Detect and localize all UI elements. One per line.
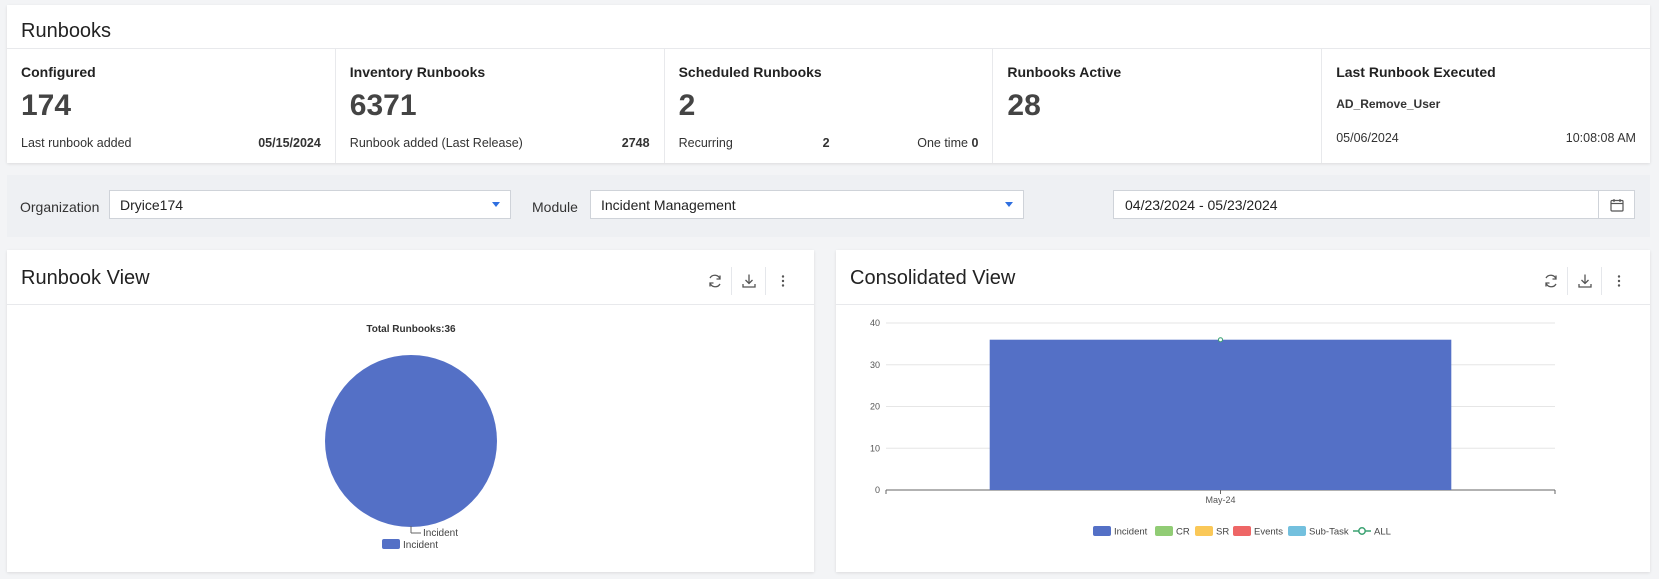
pie-title: Total Runbooks:36 [366, 324, 456, 335]
stat-configured: Configured 174 Last runbook added 05/15/… [7, 49, 336, 163]
pie-slice-label: Incident [423, 528, 458, 539]
stat-label: Runbooks Active [1007, 64, 1122, 80]
module-label: Module [532, 199, 578, 215]
panel-toolbar [698, 267, 800, 295]
legend-swatch-incident[interactable] [1093, 526, 1111, 536]
date-range-value: 04/23/2024 - 05/23/2024 [1125, 197, 1278, 213]
caret-down-icon [492, 202, 500, 207]
last-runbook-time: 10:08:08 AM [1565, 131, 1636, 145]
stat-value: 6371 [349, 89, 417, 122]
recurring-value: 2 [822, 136, 830, 150]
legend-swatch-sub-task[interactable] [1288, 526, 1306, 536]
caret-down-icon [1005, 202, 1013, 207]
one-time: One time 0 [917, 136, 978, 150]
legend-label-events[interactable]: Events [1254, 527, 1283, 538]
y-tick-label: 40 [870, 318, 880, 328]
more-button[interactable] [1602, 267, 1636, 295]
runbook-view-panel: Runbook View Total Run [7, 250, 814, 572]
y-tick-label: 10 [870, 443, 880, 453]
page-title: Runbooks [21, 20, 112, 42]
stat-active: Runbooks Active 28 [993, 49, 1323, 163]
legend-label-sub-task[interactable]: Sub-Task [1309, 527, 1349, 538]
legend-label-incident[interactable]: Incident [403, 540, 438, 551]
organization-label: Organization [20, 199, 100, 215]
calendar-icon [1609, 198, 1624, 212]
one-time-label: One time [917, 136, 968, 150]
consolidated-view-panel: Consolidated View 0 10 2 [836, 250, 1650, 572]
runbook-pie-chart: Total Runbooks:36 Incident Incident [325, 324, 497, 551]
refresh-icon [708, 274, 721, 288]
panel-title: Consolidated View [850, 267, 1016, 289]
download-icon [1577, 274, 1592, 288]
line-point-all[interactable] [1218, 337, 1223, 343]
stat-sub-label: Last runbook added [21, 136, 132, 150]
organization-select[interactable]: Dryice174 [109, 190, 511, 219]
download-icon [741, 274, 756, 288]
filter-bar: Organization Dryice174 Module Incident M… [7, 175, 1650, 237]
stats-row: Configured 174 Last runbook added 05/15/… [7, 48, 1650, 163]
module-select[interactable]: Incident Management [590, 190, 1024, 219]
y-tick-label: 0 [875, 485, 880, 495]
stat-sub-value: 2748 [621, 136, 650, 150]
legend-swatch-cr[interactable] [1155, 526, 1173, 536]
legend-swatch-all[interactable] [1358, 527, 1366, 535]
more-vertical-icon [781, 275, 785, 287]
refresh-button[interactable] [698, 267, 732, 295]
stat-label: Scheduled Runbooks [678, 64, 822, 80]
legend-label-all[interactable]: ALL [1374, 527, 1391, 538]
legend-swatch-sr[interactable] [1195, 526, 1213, 536]
pie-slice-incident[interactable] [325, 355, 497, 527]
stat-inventory: Inventory Runbooks 6371 Runbook added (L… [336, 49, 665, 163]
recurring-label: Recurring [678, 136, 733, 150]
stat-last-executed: Last Runbook Executed AD_Remove_User 05/… [1322, 49, 1650, 163]
refresh-icon [1544, 274, 1557, 288]
bar-incident[interactable] [989, 339, 1452, 490]
x-tick-label: May-24 [1205, 495, 1235, 505]
last-runbook-date: 05/06/2024 [1336, 131, 1399, 145]
y-tick-label: 30 [870, 360, 880, 370]
stat-label: Configured [21, 64, 96, 80]
more-button[interactable] [766, 267, 800, 295]
legend-label-sr[interactable]: SR [1216, 527, 1229, 538]
calendar-button[interactable] [1598, 191, 1634, 218]
stat-sub-label: Runbook added (Last Release) [349, 136, 523, 150]
legend-label-cr[interactable]: CR [1176, 527, 1190, 538]
consolidated-bar-chart: 0 10 20 30 40 May-24 Incident CR SR Events Sub-T… [870, 318, 1556, 538]
panel-toolbar [1534, 267, 1636, 295]
stat-label: Inventory Runbooks [349, 64, 486, 80]
legend-swatch-incident[interactable] [382, 539, 400, 549]
date-range-input[interactable]: 04/23/2024 - 05/23/2024 [1113, 190, 1635, 219]
stat-label: Last Runbook Executed [1336, 64, 1496, 80]
panel-divider [836, 304, 1650, 305]
y-tick-label: 20 [870, 402, 880, 412]
stat-value: 174 [21, 89, 72, 122]
download-button[interactable] [1568, 267, 1602, 295]
more-vertical-icon [1617, 275, 1621, 287]
stat-scheduled: Scheduled Runbooks 2 Recurring 2 One tim… [665, 49, 994, 163]
download-button[interactable] [732, 267, 766, 295]
stat-value: 2 [678, 89, 696, 122]
panel-divider [7, 304, 814, 305]
module-value: Incident Management [601, 197, 736, 213]
last-runbook-name: AD_Remove_User [1336, 97, 1441, 111]
legend-label-incident[interactable]: Incident [1114, 527, 1148, 538]
organization-value: Dryice174 [120, 197, 184, 213]
legend-swatch-events[interactable] [1233, 526, 1251, 536]
summary-card: Runbooks Configured 174 Last runbook add… [7, 5, 1650, 163]
stat-sub-value: 05/15/2024 [258, 136, 321, 150]
one-time-value: 0 [971, 136, 979, 150]
stat-value: 28 [1007, 89, 1041, 122]
refresh-button[interactable] [1534, 267, 1568, 295]
panel-title: Runbook View [21, 267, 150, 289]
